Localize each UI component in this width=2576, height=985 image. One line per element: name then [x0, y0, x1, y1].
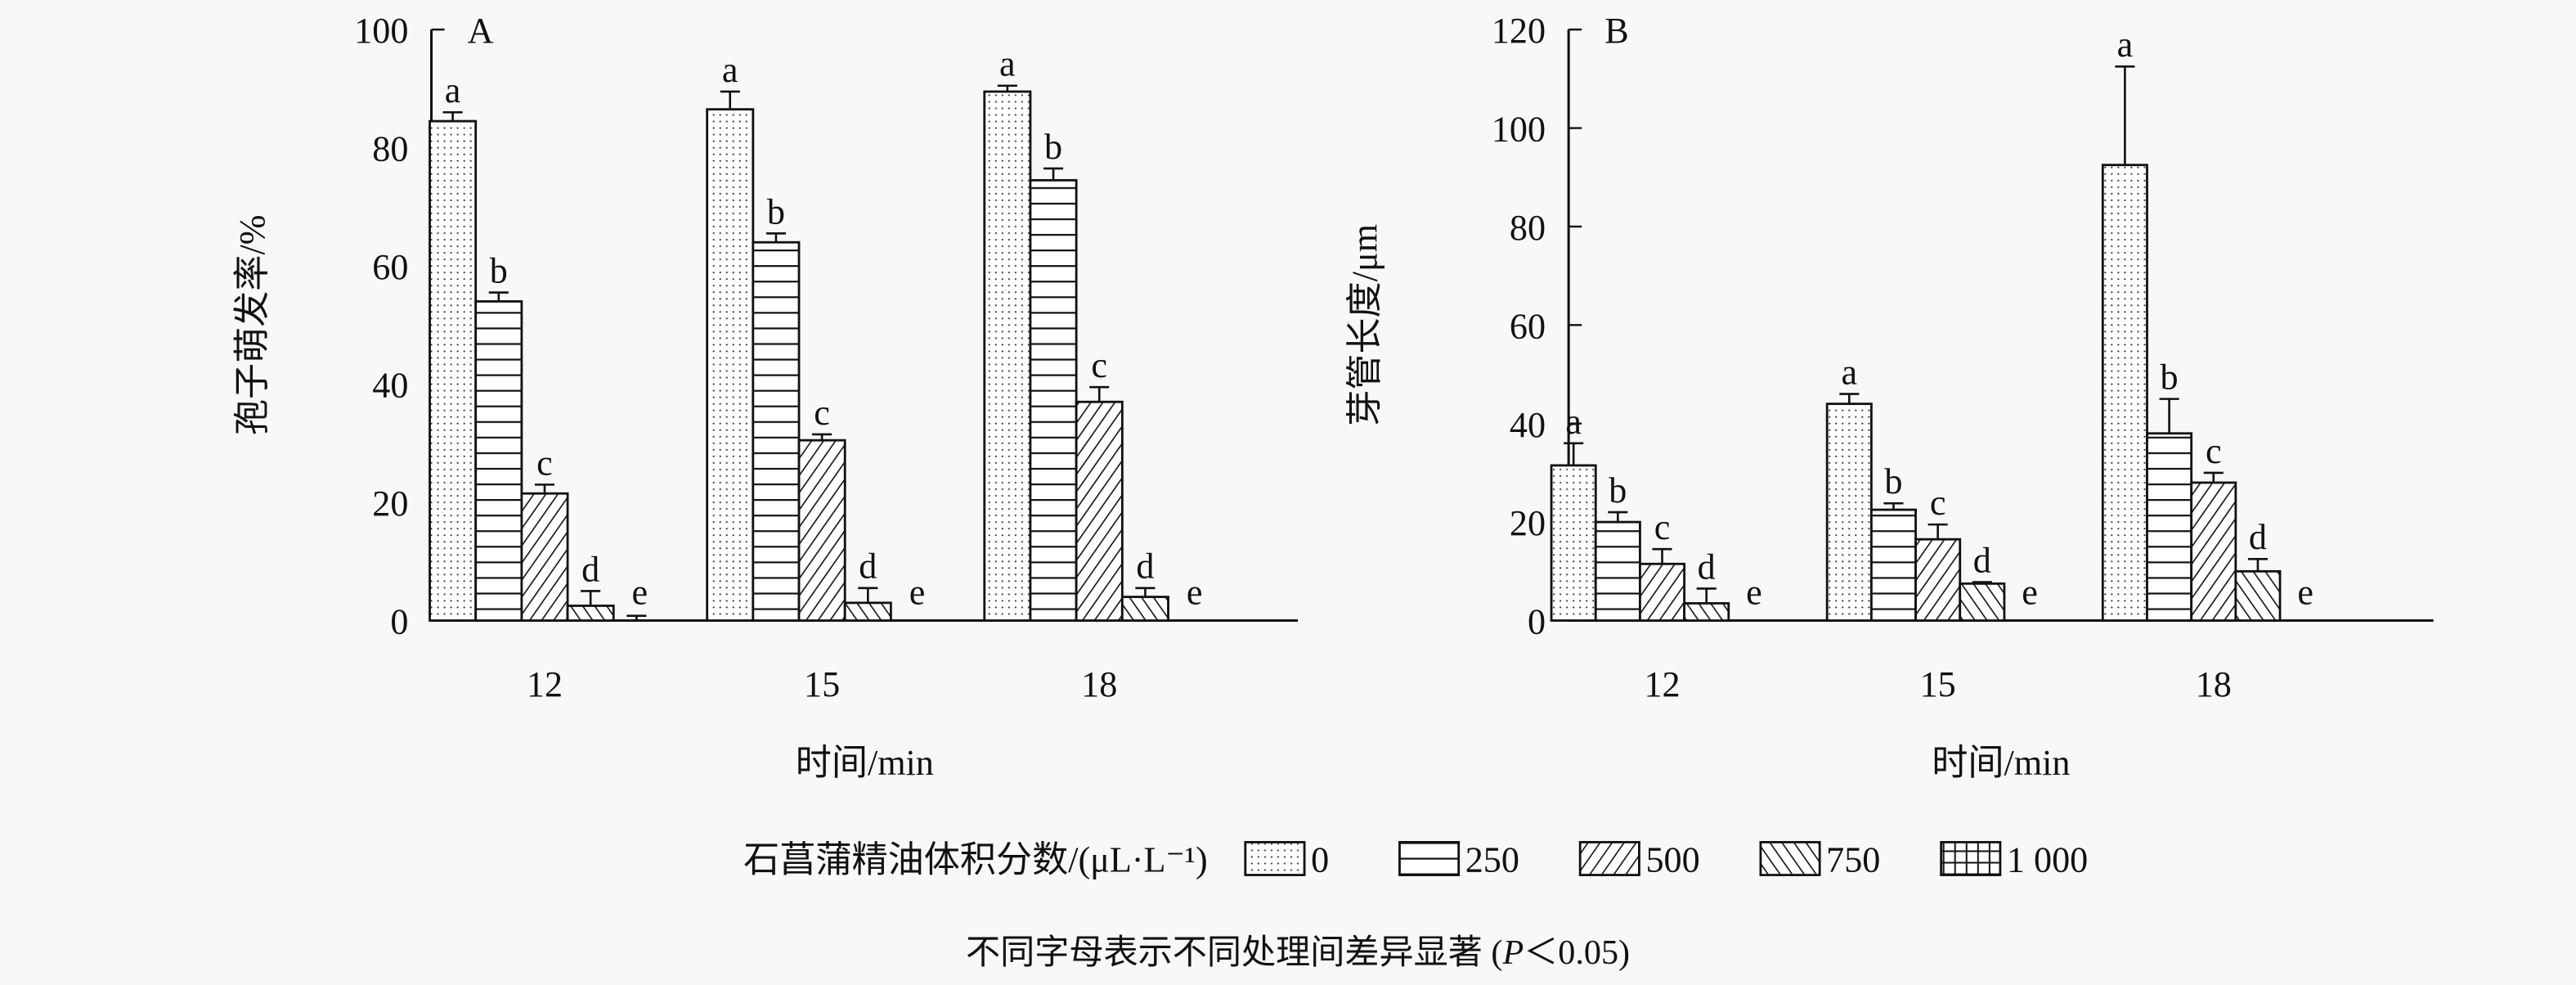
legend-swatch — [1244, 841, 1306, 876]
bar — [566, 605, 615, 622]
significance-letter: e — [2297, 572, 2313, 612]
legend-swatch — [1940, 841, 2002, 876]
y-tick-label: 100 — [1492, 110, 1546, 150]
significance-letter: b — [1044, 127, 1062, 167]
bar — [2101, 164, 2148, 622]
significance-letter: e — [1746, 572, 1762, 612]
significance-letter: c — [814, 393, 830, 433]
legend-swatch — [1578, 841, 1640, 876]
significance-letter: b — [1609, 470, 1627, 510]
significance-letter: d — [1698, 546, 1716, 587]
bar — [2190, 481, 2237, 622]
x-tick-label: 12 — [527, 664, 563, 704]
bar — [1869, 508, 1917, 622]
significance-letter: e — [2022, 572, 2038, 612]
x-tick-label: 15 — [804, 664, 840, 704]
significance-letter: d — [859, 546, 877, 587]
y-tick-label: 40 — [372, 366, 408, 406]
significance-letter: b — [767, 191, 785, 232]
significance-letter: e — [909, 572, 926, 612]
significance-letter: c — [536, 443, 553, 483]
bar — [1639, 562, 1686, 622]
bar — [1683, 602, 1730, 622]
bar — [474, 300, 523, 622]
legend-swatch — [1398, 841, 1461, 876]
significance-letter: d — [2249, 517, 2267, 557]
bar — [429, 119, 478, 622]
legend-label: 250 — [1465, 840, 1519, 880]
bar — [1825, 403, 1873, 622]
bar — [797, 439, 846, 622]
bar — [2146, 432, 2193, 622]
y-tick-label: 100 — [354, 11, 408, 51]
significance-letter: a — [1565, 402, 1582, 442]
bar — [1075, 400, 1124, 622]
bar — [1959, 582, 2006, 622]
bar — [2234, 569, 2282, 622]
y-axis-label: 孢子萌发率/% — [232, 214, 272, 435]
legend-label: 1 000 — [2007, 840, 2088, 880]
legend-swatch — [1759, 841, 1821, 876]
significance-letter: a — [722, 50, 738, 90]
significance-letter: b — [1884, 461, 1902, 501]
legend-label: 0 — [1311, 840, 1329, 880]
y-axis-label: 芽管长度/μm — [1344, 224, 1384, 426]
significance-letter: c — [2206, 431, 2222, 471]
caption-suffix: ＜0.05) — [1524, 933, 1630, 972]
bar — [520, 492, 569, 622]
legend: 石菖蒲精油体积分数/(μL·L⁻¹) 0 250 500 750 1 000 — [743, 840, 2088, 880]
significance-letter: b — [2161, 358, 2179, 398]
x-tick-label: 18 — [2196, 664, 2232, 704]
significance-letter: e — [1187, 572, 1203, 612]
bar — [983, 90, 1032, 622]
significance-letter: a — [1841, 353, 1857, 393]
x-tick-label: 18 — [1081, 664, 1117, 704]
x-axis-label: 时间/min — [796, 743, 934, 783]
y-tick-label: 80 — [1510, 208, 1546, 248]
y-tick-label: 40 — [1510, 405, 1546, 445]
bar — [1029, 178, 1078, 622]
significance-letter: c — [1654, 507, 1671, 547]
y-tick-label: 20 — [372, 484, 408, 524]
significance-letter: c — [1930, 483, 1946, 523]
y-tick-label: 60 — [1510, 306, 1546, 346]
bar — [1120, 596, 1169, 622]
x-tick-label: 15 — [1920, 664, 1956, 704]
y-tick-label: 0 — [390, 602, 408, 642]
legend-label: 750 — [1826, 840, 1880, 880]
y-tick-label: 60 — [372, 247, 408, 287]
x-tick-label: 12 — [1644, 664, 1680, 704]
significance-letter: d — [581, 549, 599, 589]
y-tick-label: 0 — [1528, 602, 1546, 642]
y-tick-label: 20 — [1510, 503, 1546, 543]
significance-letter: a — [999, 44, 1016, 84]
bar — [706, 108, 755, 622]
panel-label: A — [468, 11, 494, 51]
bar — [1550, 464, 1597, 622]
significance-letter: a — [445, 70, 461, 110]
caption-prefix: 不同字母表示不同处理间差异显著 ( — [966, 933, 1502, 972]
x-axis-label: 时间/min — [1932, 743, 2070, 783]
significance-letter: a — [2117, 25, 2134, 65]
legend-label: 500 — [1645, 840, 1699, 880]
y-tick-label: 120 — [1492, 11, 1546, 51]
panel-label: B — [1604, 11, 1628, 51]
significance-letter: d — [1136, 546, 1154, 587]
caption-p: P — [1501, 933, 1524, 972]
legend-title: 石菖蒲精油体积分数/(μL·L⁻¹) — [743, 840, 1208, 880]
y-tick-label: 80 — [372, 129, 408, 169]
bar — [752, 241, 801, 622]
bar — [1914, 537, 1962, 622]
caption: 不同字母表示不同处理间差异显著 (P＜0.05) — [966, 933, 1630, 972]
significance-letter: c — [1091, 345, 1107, 385]
significance-letter: b — [490, 251, 508, 291]
bar — [1594, 520, 1641, 622]
bar — [843, 601, 892, 622]
significance-letter: d — [1973, 541, 1991, 581]
significance-letter: e — [632, 572, 648, 612]
